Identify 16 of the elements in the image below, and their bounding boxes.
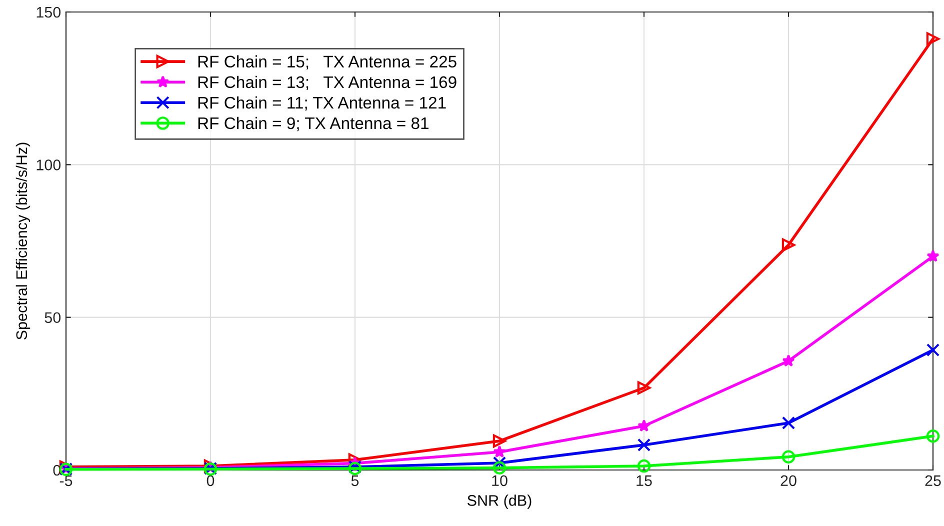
x-axis-title: SNR (dB) bbox=[468, 494, 532, 509]
y-tick-label: 100 bbox=[36, 160, 61, 170]
legend-label: RF Chain = 13; TX Antenna = 169 bbox=[198, 76, 456, 90]
x-tick-label: 0 bbox=[206, 475, 214, 486]
y-axis-title: Spectral Efficiency (bits/s/Hz) bbox=[16, 142, 30, 340]
legend-label: RF Chain = 9; TX Antenna = 81 bbox=[198, 116, 428, 132]
x-tick-label: 20 bbox=[780, 475, 796, 486]
x-tick-label: 5 bbox=[351, 475, 359, 486]
y-tick-label: 150 bbox=[36, 6, 61, 18]
x-tick-label: -5 bbox=[60, 475, 72, 486]
y-tick-label: 50 bbox=[44, 312, 61, 324]
x-tick-label: 10 bbox=[492, 475, 508, 486]
x-tick-label: 25 bbox=[925, 475, 941, 486]
x-tick-label: 15 bbox=[636, 475, 652, 486]
legend-label: RF Chain = 11; TX Antenna = 121 bbox=[198, 96, 446, 111]
legend-label: RF Chain = 15; TX Antenna = 225 bbox=[198, 55, 456, 70]
